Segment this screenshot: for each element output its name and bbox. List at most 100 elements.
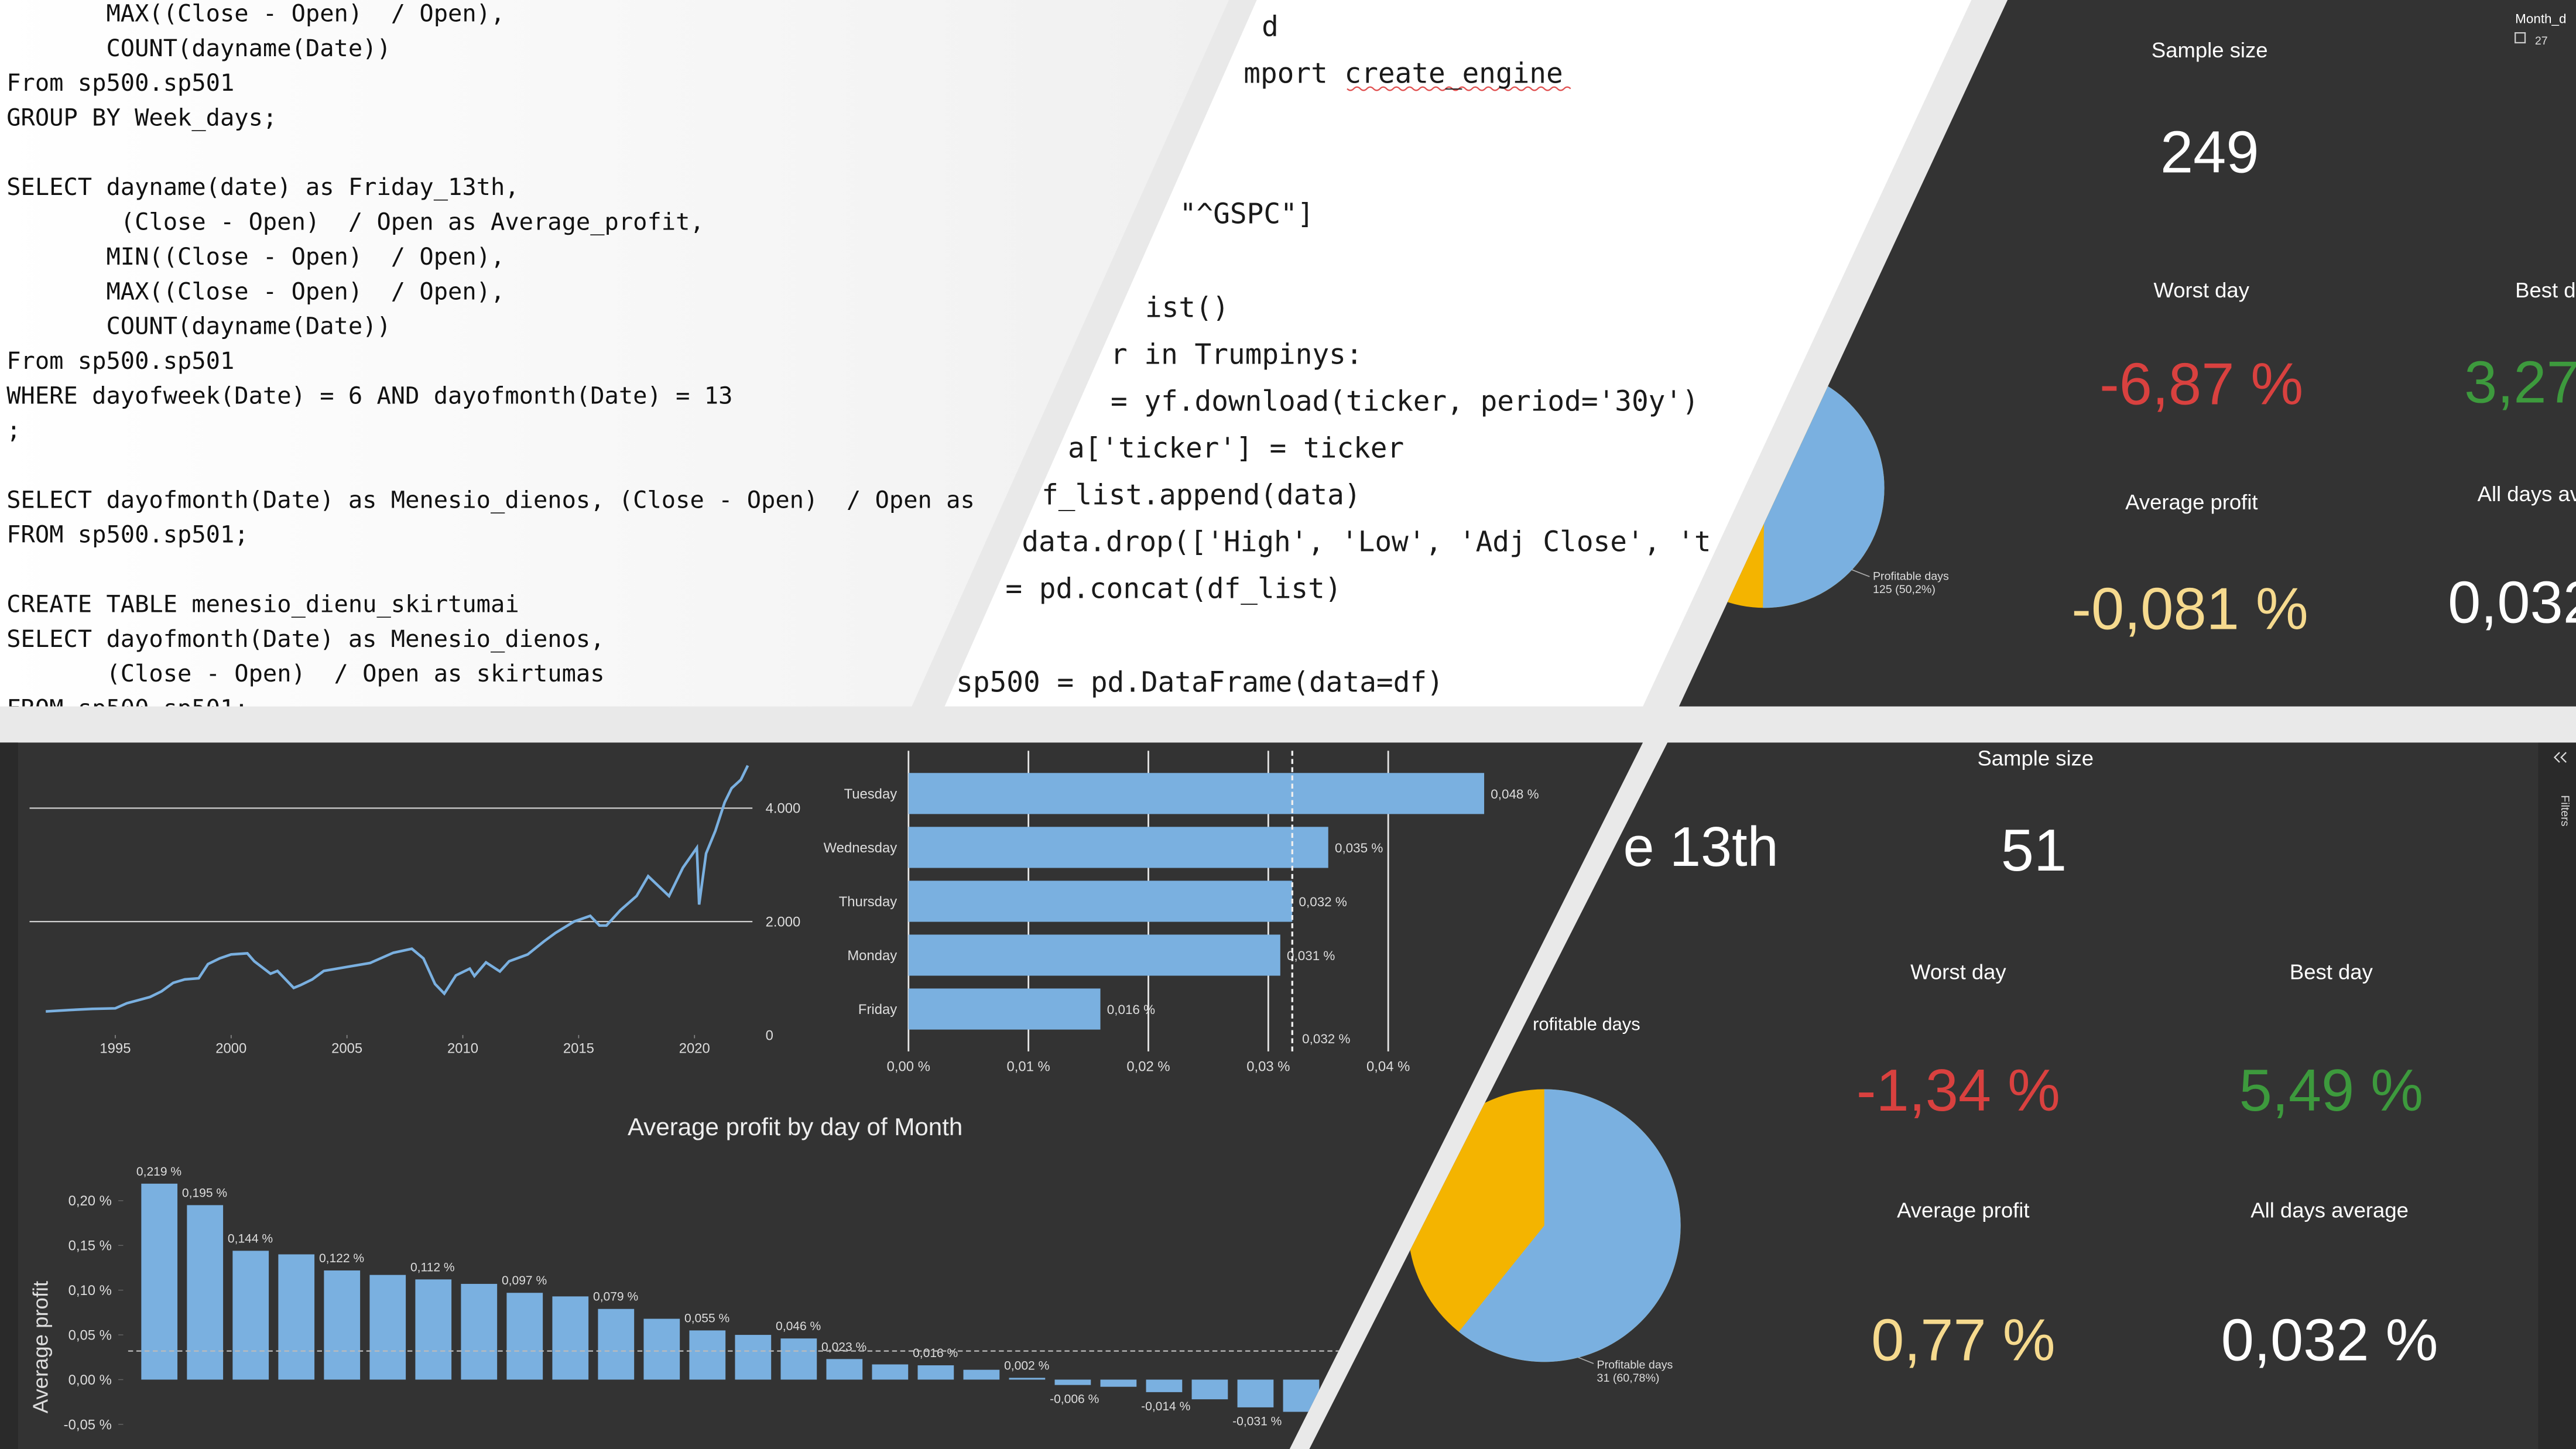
card-label: Sample size bbox=[2152, 38, 2268, 62]
value-label: 0,055 % bbox=[684, 1311, 729, 1325]
y-tick-label: 4.000 bbox=[766, 801, 801, 817]
bar bbox=[908, 988, 1101, 1030]
code-line: MAX((Close - Open) / Open), bbox=[6, 277, 505, 305]
bar bbox=[826, 1359, 863, 1380]
pie-title: rofitable days bbox=[1533, 1013, 1640, 1034]
card-value: 5,49 % bbox=[2239, 1058, 2424, 1123]
card-label: Worst day bbox=[1910, 960, 2006, 984]
y-tick-label: Wednesday bbox=[824, 840, 898, 856]
code-line: "^GSPC"] bbox=[1180, 198, 1314, 231]
code-line: WHERE dayofweek(Date) = 6 AND dayofmonth… bbox=[6, 381, 732, 409]
code-line: From sp500.sp501 bbox=[6, 347, 234, 375]
value-label: 0,031 % bbox=[1287, 948, 1335, 963]
filter-label: Month_d bbox=[2515, 11, 2566, 26]
value-label: 0,016 % bbox=[1107, 1002, 1155, 1017]
card-value: 249 bbox=[2160, 120, 2259, 186]
slice-name: Profitable days bbox=[1873, 570, 1949, 583]
slice-name: Profitable days bbox=[1597, 1358, 1673, 1371]
filter-checkbox[interactable] bbox=[2515, 32, 2526, 44]
side-strip bbox=[0, 742, 18, 1449]
card-value: 0,032 % bbox=[2221, 1307, 2438, 1373]
code-line: ist() bbox=[1145, 292, 1229, 324]
card-label: Sample size bbox=[1977, 746, 2094, 770]
bar bbox=[369, 1275, 406, 1380]
y-axis-label: Average profit bbox=[28, 1281, 52, 1413]
x-tick-label: 0,03 % bbox=[1246, 1059, 1290, 1075]
sql-panel bbox=[0, 0, 1229, 707]
code-line: From sp500.sp501 bbox=[6, 68, 234, 97]
card-value: -1,34 % bbox=[1856, 1058, 2060, 1123]
code-line: = yf.download(ticker, period='30y') bbox=[1111, 386, 1699, 418]
bar bbox=[141, 1183, 178, 1380]
bar bbox=[1054, 1379, 1091, 1385]
y-tick-label: 2.000 bbox=[766, 914, 801, 930]
code-line: data.drop(['High', 'Low', 'Adj Close', '… bbox=[1022, 526, 1711, 558]
code-line: MIN((Close - Open) / Open), bbox=[6, 242, 505, 270]
value-label: 0,195 % bbox=[182, 1186, 227, 1200]
price-line bbox=[46, 765, 749, 1013]
card-label: Average profit bbox=[2125, 490, 2258, 514]
bar bbox=[1191, 1379, 1228, 1400]
x-tick-label: 0,04 % bbox=[1366, 1059, 1410, 1075]
bar bbox=[1009, 1378, 1046, 1380]
y-tick-label: Monday bbox=[847, 948, 897, 964]
pie-slice bbox=[1458, 1089, 1681, 1362]
card-value: 51 bbox=[2001, 818, 2067, 883]
x-tick-label: 2005 bbox=[331, 1041, 362, 1057]
card-value: 0,032 bbox=[2448, 570, 2576, 636]
value-label: -0,006 % bbox=[1050, 1393, 1099, 1406]
code-line: FROM sp500.sp501; bbox=[6, 694, 248, 722]
bar bbox=[1237, 1379, 1274, 1407]
code-line: a['ticker'] = ticker bbox=[1068, 433, 1404, 465]
card-label: Average profit bbox=[1897, 1198, 2029, 1222]
bar bbox=[963, 1369, 1000, 1380]
card-value: -0,081 % bbox=[2071, 577, 2308, 642]
value-label: 0,219 % bbox=[136, 1165, 181, 1179]
value-label: 0,002 % bbox=[1004, 1359, 1049, 1372]
value-label: 0,097 % bbox=[502, 1274, 547, 1287]
value-label: 0,079 % bbox=[593, 1290, 638, 1304]
filters-label[interactable]: Filters bbox=[2558, 795, 2571, 827]
dashboard-top-panel bbox=[1678, 0, 2576, 707]
bar bbox=[689, 1330, 726, 1380]
value-label: 0,016 % bbox=[913, 1347, 958, 1360]
x-tick-label: 0,01 % bbox=[1007, 1059, 1050, 1075]
bar bbox=[324, 1270, 361, 1380]
code-line: SELECT dayofmonth(Date) as Menesio_dieno… bbox=[6, 625, 604, 653]
y-tick-label: 0,10 % bbox=[68, 1283, 112, 1299]
filter-option[interactable]: 27 bbox=[2535, 35, 2548, 47]
card-label: All days av bbox=[2478, 482, 2576, 506]
code-line: FROM sp500.sp501; bbox=[6, 520, 248, 549]
python-code: d mport create_engine "^GSPC"] ist() r in Tr… bbox=[956, 11, 1711, 699]
code-line: f_list.append(data) bbox=[1042, 479, 1361, 511]
bar bbox=[232, 1251, 269, 1380]
y-tick-label: 0,15 % bbox=[68, 1238, 112, 1254]
filters-pane[interactable] bbox=[2538, 742, 2576, 1449]
code-line: MAX((Close - Open) / Open), bbox=[6, 0, 505, 27]
code-line: GROUP BY Week_days; bbox=[6, 104, 277, 132]
code-line: sp500 = pd.DataFrame(data=df) bbox=[956, 666, 1444, 698]
bar bbox=[506, 1293, 543, 1380]
value-label: 0,035 % bbox=[1335, 841, 1383, 855]
x-tick-label: 2020 bbox=[679, 1041, 710, 1057]
card-label: Best day bbox=[2290, 960, 2373, 984]
bar bbox=[278, 1254, 315, 1380]
average-label: 0,032 % bbox=[1302, 1032, 1350, 1046]
slice-value: 31 (60,78%) bbox=[1597, 1372, 1660, 1385]
code-line: COUNT(dayname(Date)) bbox=[6, 312, 391, 340]
code-line: r in Trumpinys: bbox=[1111, 339, 1363, 371]
bar bbox=[908, 773, 1485, 814]
bar bbox=[461, 1283, 498, 1380]
card-label: Best d bbox=[2515, 278, 2575, 302]
value-label: 0,023 % bbox=[821, 1340, 866, 1354]
charts: 0 2.000 4.000 1995 2000 2005 2010 2015 2020 0,00 … bbox=[28, 751, 1539, 1433]
x-tick-label: 2000 bbox=[215, 1041, 246, 1057]
sql-code: MAX((Close - Open) / Open), COUNT(daynam… bbox=[6, 0, 975, 722]
value-label: 0,112 % bbox=[410, 1260, 455, 1274]
card-heading: e 13th bbox=[1623, 816, 1778, 878]
collapse-icon[interactable] bbox=[2553, 752, 2567, 763]
card-value: 3,27 bbox=[2464, 350, 2576, 415]
value-label: 0,144 % bbox=[228, 1232, 273, 1245]
x-tick-label: 0,02 % bbox=[1126, 1059, 1170, 1075]
code-line: SELECT dayname(date) as Friday_13th, bbox=[6, 173, 519, 201]
